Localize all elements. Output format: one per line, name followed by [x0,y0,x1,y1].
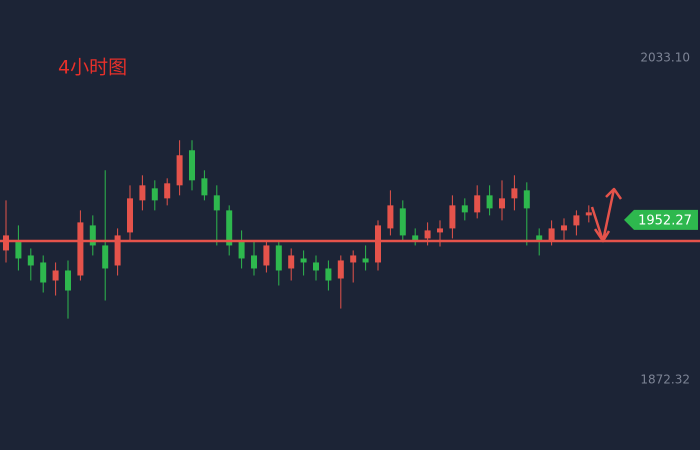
candle-body [189,150,195,181]
candle-body [325,268,332,281]
last-price-flag [624,209,698,230]
candle-body [536,235,543,241]
candle-body [573,215,580,226]
candle-body [226,210,233,246]
candle-body [65,270,71,291]
candle-body [15,240,22,259]
candle-body [139,185,146,201]
candle-body [412,235,419,241]
candle-body [213,195,220,211]
candle-body [424,230,431,239]
candle-body [27,255,34,266]
candle-body [399,208,406,236]
candle-body [40,262,47,283]
candle-body [437,228,443,233]
candle-body [251,255,257,269]
candle-body [3,235,9,251]
candle-body [263,245,270,266]
last-price-label: 1952.27 [638,213,692,228]
candle-body [288,255,295,269]
candle-body [127,198,133,233]
candle-body [102,245,109,269]
y-tick-label: 2033.10 [640,50,690,64]
candle-body [486,195,493,209]
candle-body [77,222,84,276]
candle-body [449,205,456,229]
candle-body [375,225,381,263]
candle-body [474,195,481,213]
candle-body [337,260,344,279]
candle-body [362,258,369,263]
candle-body [585,212,592,216]
candle-body [201,178,208,196]
candle-body [523,190,530,209]
candle-body [511,188,518,199]
candle-body [114,235,121,266]
candle-body [313,262,319,271]
candle-body [350,255,357,263]
candle-body [151,188,158,201]
arrow-annotation [590,187,623,243]
candle-body [300,258,307,263]
candle-body [164,183,171,199]
candle-body [238,240,245,259]
candle-body [52,270,59,281]
candle-body [548,228,555,241]
y-tick-label: 1872.32 [640,373,690,387]
candle-body [561,225,567,231]
candle-body [89,225,96,246]
chart-title: 4小时图 [58,57,127,79]
candle-body [461,205,468,213]
candle-body [275,245,282,271]
candle-body [499,198,505,209]
candle-body [387,205,394,229]
candle-body [176,155,183,186]
